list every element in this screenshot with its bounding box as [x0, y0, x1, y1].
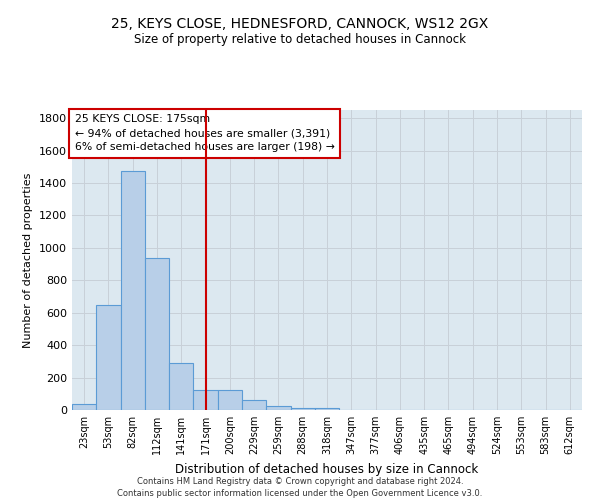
Bar — [266, 406, 290, 410]
Bar — [121, 171, 145, 410]
Y-axis label: Number of detached properties: Number of detached properties — [23, 172, 34, 348]
Bar — [96, 304, 121, 410]
Text: Size of property relative to detached houses in Cannock: Size of property relative to detached ho… — [134, 32, 466, 46]
X-axis label: Distribution of detached houses by size in Cannock: Distribution of detached houses by size … — [175, 462, 479, 475]
Bar — [242, 400, 266, 410]
Text: Contains HM Land Registry data © Crown copyright and database right 2024.
Contai: Contains HM Land Registry data © Crown c… — [118, 476, 482, 498]
Bar — [72, 404, 96, 410]
Text: 25, KEYS CLOSE, HEDNESFORD, CANNOCK, WS12 2GX: 25, KEYS CLOSE, HEDNESFORD, CANNOCK, WS1… — [112, 18, 488, 32]
Bar — [169, 363, 193, 410]
Bar — [315, 408, 339, 410]
Bar — [193, 390, 218, 410]
Bar — [218, 390, 242, 410]
Bar — [290, 408, 315, 410]
Bar — [145, 258, 169, 410]
Text: 25 KEYS CLOSE: 175sqm
← 94% of detached houses are smaller (3,391)
6% of semi-de: 25 KEYS CLOSE: 175sqm ← 94% of detached … — [74, 114, 334, 152]
